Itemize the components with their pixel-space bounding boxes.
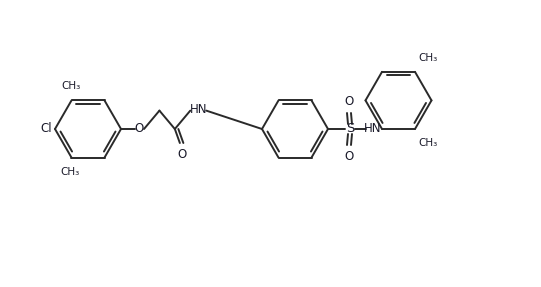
Text: HN: HN [189, 103, 207, 116]
Text: S: S [346, 123, 354, 135]
Text: CH₃: CH₃ [61, 82, 80, 92]
Text: O: O [134, 123, 143, 135]
Text: HN: HN [364, 123, 382, 135]
Text: CH₃: CH₃ [61, 166, 80, 177]
Text: Cl: Cl [41, 123, 52, 135]
Text: O: O [345, 95, 354, 108]
Text: CH₃: CH₃ [418, 138, 437, 148]
Text: O: O [345, 150, 354, 163]
Text: O: O [177, 148, 187, 161]
Text: CH₃: CH₃ [418, 53, 437, 63]
